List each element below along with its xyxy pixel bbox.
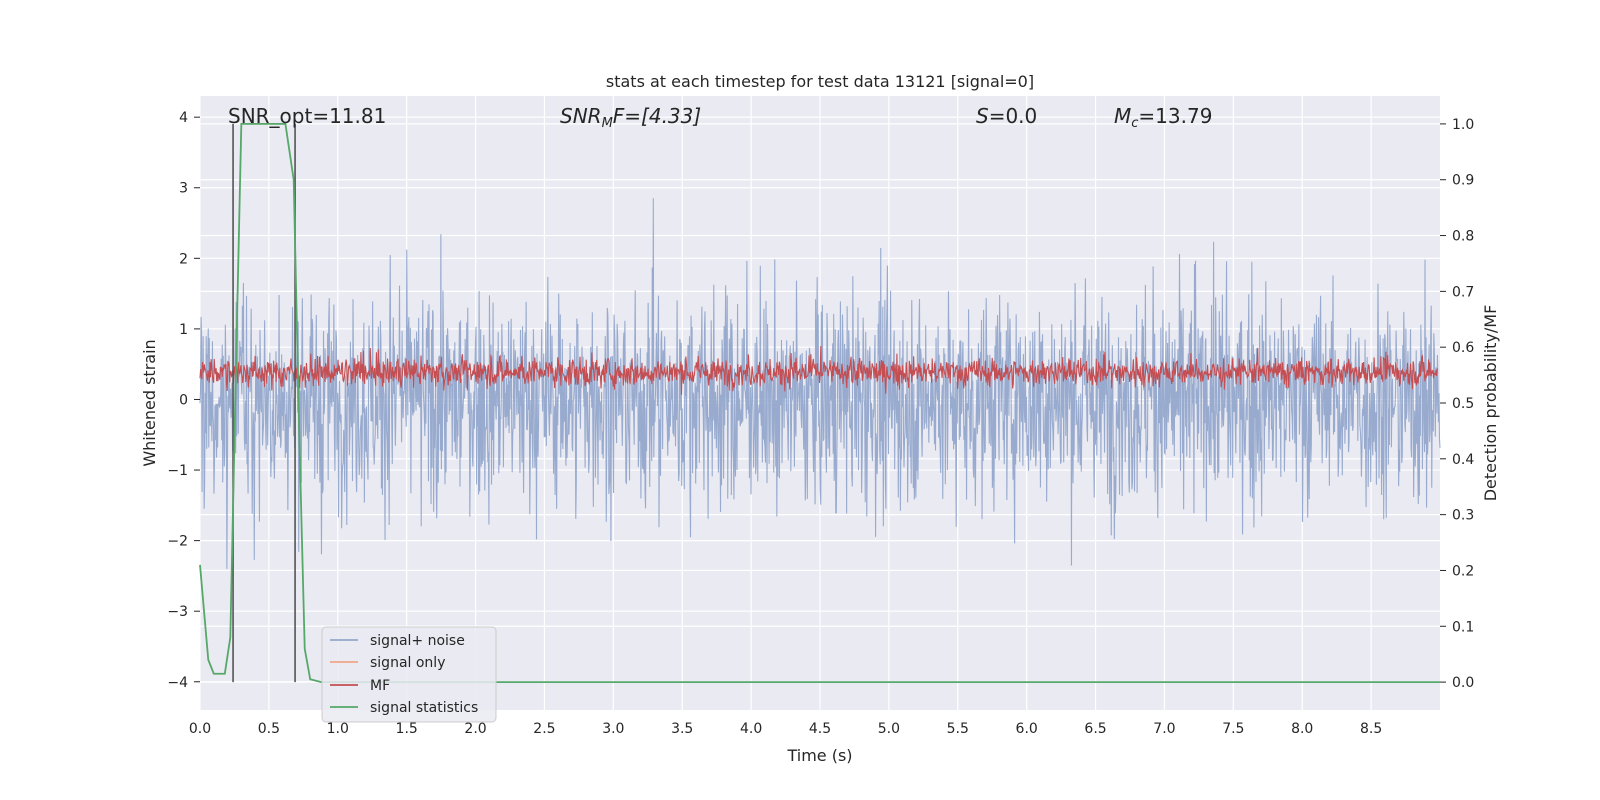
x-tick-label: 6.0 <box>1016 721 1038 737</box>
y-right-tick-label: 0.4 <box>1452 452 1474 468</box>
x-axis-label: Time (s) <box>786 746 852 765</box>
annotation-mc: Mc=13.79 <box>1114 104 1212 131</box>
y-tick-label: −1 <box>167 463 188 479</box>
y-tick-label: 2 <box>179 251 188 267</box>
x-tick-label: 3.5 <box>671 721 693 737</box>
x-tick-label: 3.0 <box>602 721 624 737</box>
x-tick-label: 6.5 <box>1084 721 1106 737</box>
x-tick-label: 1.5 <box>396 721 418 737</box>
x-tick-label: 8.0 <box>1291 721 1313 737</box>
legend-label-noise: signal+ noise <box>370 633 465 649</box>
y-axis-label: Whitened strain <box>140 339 159 466</box>
x-tick-label: 0.0 <box>189 721 211 737</box>
legend-box <box>321 626 497 723</box>
legend-label-mf: MF <box>370 678 390 694</box>
y-tick-label: 0 <box>179 392 188 408</box>
y-tick-label: −3 <box>167 604 188 620</box>
y-right-tick-label: 0.9 <box>1452 173 1474 189</box>
legend-label-stat: signal statistics <box>370 700 478 716</box>
y-right-tick-label: 0.3 <box>1452 508 1474 524</box>
y-tick-label: −4 <box>167 675 188 691</box>
y-right-tick-label: 0.1 <box>1452 619 1474 635</box>
mf-series <box>199 345 1438 395</box>
y-right-tick-label: 0.0 <box>1452 675 1474 691</box>
signal-statistics-line <box>199 123 1440 683</box>
signal-statistics-series <box>199 123 1440 683</box>
y-tick-label: −2 <box>167 534 188 550</box>
annotation-snr-mf: SNRMF=[4.33] <box>560 104 701 131</box>
y-right-axis-label: Detection probability/MF <box>1481 305 1500 502</box>
y-right-tick-label: 0.8 <box>1452 229 1474 245</box>
x-tick-label: 7.5 <box>1222 721 1244 737</box>
x-tick-label: 5.5 <box>947 721 969 737</box>
y-right-tick-label: 0.7 <box>1452 284 1474 300</box>
y-right-tick-label: 0.2 <box>1452 563 1474 579</box>
mf-line <box>199 345 1438 395</box>
x-tick-label: 4.5 <box>809 721 831 737</box>
y-tick-label: 1 <box>179 322 188 338</box>
annotation-snr-opt: SNR_opt=11.81 <box>228 104 386 128</box>
chart-title: stats at each timestep for test data 131… <box>606 72 1034 91</box>
tick-labels: 0.0 0.5 1.0 1.5 2.0 2.5 3.0 3.5 4.0 4.5 5.0 5.5 6.0 6… <box>167 110 1474 737</box>
x-tick-label: 7.0 <box>1153 721 1175 737</box>
x-tick-label: 0.5 <box>258 721 280 737</box>
legend: signal+ noise signal only MF signal stat… <box>321 626 497 723</box>
x-tick-label: 4.0 <box>740 721 762 737</box>
legend-label-signal: signal only <box>370 655 445 671</box>
y-tick-label: 4 <box>179 110 188 126</box>
y-right-tick-label: 0.6 <box>1452 340 1474 356</box>
x-tick-label: 2.0 <box>464 721 486 737</box>
y-right-tick-label: 0.5 <box>1452 396 1474 412</box>
y-right-tick-label: 1.0 <box>1452 117 1474 133</box>
y-tick-label: 3 <box>179 181 188 197</box>
x-tick-label: 2.5 <box>533 721 555 737</box>
x-tick-label: 5.0 <box>878 721 900 737</box>
x-tick-label: 8.5 <box>1360 721 1382 737</box>
x-tick-label: 1.0 <box>327 721 349 737</box>
annotation-s: S=0.0 <box>976 104 1037 128</box>
